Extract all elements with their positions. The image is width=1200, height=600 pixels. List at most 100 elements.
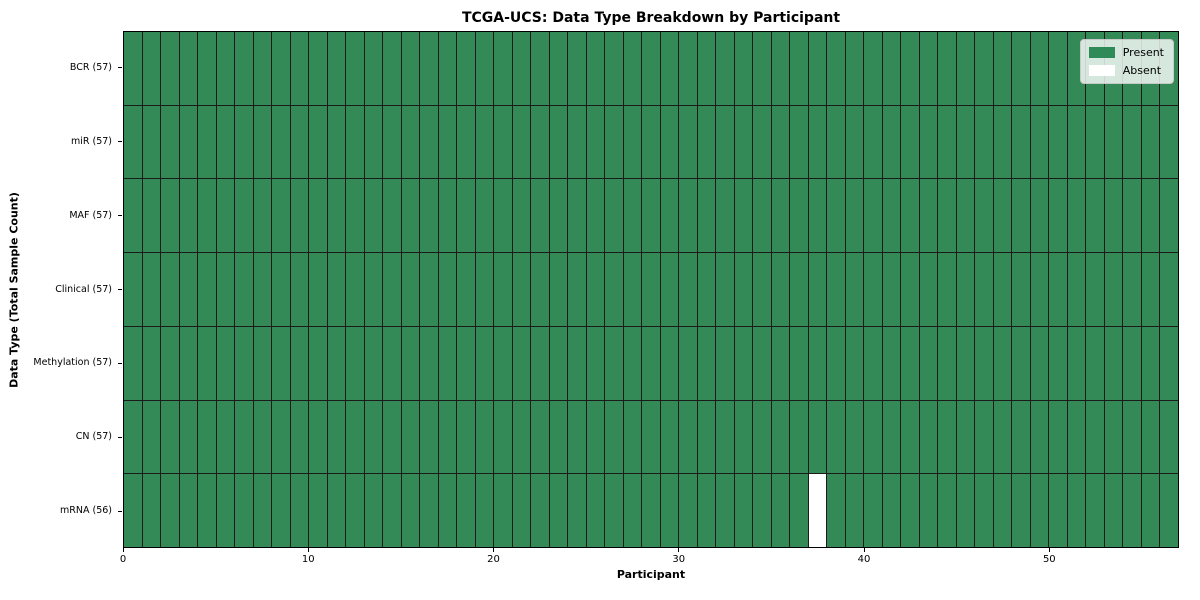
heatmap-cell-MAF-p56-present: [1160, 179, 1178, 253]
heatmap-cell-miR-p47-present: [993, 105, 1012, 179]
heatmap-grid: [124, 32, 1178, 547]
heatmap-cell-BCR-p34-present: [753, 32, 771, 105]
heatmap-cell-mRNA-p45-present: [956, 474, 975, 547]
y-tick-label-Methylation: Methylation (57): [33, 357, 112, 369]
heatmap-cell-miR-p18-present: [457, 105, 475, 179]
heatmap-cell-Clinical-p47-present: [993, 253, 1012, 326]
heatmap-cell-Clinical-p27-present: [623, 253, 642, 326]
heatmap-cell-mRNA-p16-present: [420, 474, 438, 547]
heatmap-cell-BCR-p19-present: [475, 32, 494, 105]
heatmap-cell-BCR-p50-present: [1049, 32, 1067, 105]
heatmap-cell-Methylation-p45-present: [956, 326, 975, 400]
heatmap-cell-MAF-p32-present: [716, 179, 734, 253]
heatmap-cell-BCR-p18-present: [457, 32, 475, 105]
heatmap-cell-miR-p20-present: [494, 105, 512, 179]
heatmap-cell-mRNA-p6-present: [235, 474, 253, 547]
heatmap-cell-CN-p45-present: [956, 400, 975, 474]
heatmap-cell-Methylation-p31-present: [697, 326, 716, 400]
heatmap-cell-BCR-p13-present: [364, 32, 383, 105]
heatmap-cell-MAF-p52-present: [1086, 179, 1104, 253]
heatmap-cell-MAF-p10-present: [309, 179, 327, 253]
heatmap-cell-Methylation-p13-present: [364, 326, 383, 400]
heatmap-cell-BCR-p23-present: [549, 32, 568, 105]
heatmap-cell-Clinical-p51-present: [1067, 253, 1086, 326]
heatmap-cell-mRNA-p3-present: [179, 474, 198, 547]
heatmap-cell-miR-p4-present: [198, 105, 216, 179]
heatmap-cell-miR-p27-present: [623, 105, 642, 179]
heatmap-cell-MAF-p14-present: [383, 179, 401, 253]
heatmap-cell-Methylation-p10-present: [309, 326, 327, 400]
heatmap-cell-CN-p8-present: [272, 400, 290, 474]
heatmap-cell-CN-p43-present: [919, 400, 938, 474]
heatmap-cell-mRNA-p52-present: [1086, 474, 1104, 547]
heatmap-cell-mRNA-p30-present: [679, 474, 697, 547]
heatmap-cell-BCR-p22-present: [531, 32, 549, 105]
heatmap-cell-CN-p44-present: [938, 400, 956, 474]
heatmap-cell-mRNA-p20-present: [494, 474, 512, 547]
heatmap-cell-miR-p32-present: [716, 105, 734, 179]
heatmap-cell-Methylation-p27-present: [623, 326, 642, 400]
y-tick-mark: [118, 67, 122, 69]
heatmap-cell-Methylation-p34-present: [753, 326, 771, 400]
heatmap-cell-MAF-p24-present: [568, 179, 586, 253]
heatmap-cell-mRNA-p42-present: [901, 474, 919, 547]
heatmap-cell-BCR-p44-present: [938, 32, 956, 105]
heatmap-cell-Clinical-p11-present: [327, 253, 346, 326]
heatmap-cell-MAF-p40-present: [864, 179, 882, 253]
heatmap-cell-CN-p31-present: [697, 400, 716, 474]
heatmap-cell-mRNA-p18-present: [457, 474, 475, 547]
heatmap-cell-Clinical-p56-present: [1160, 253, 1178, 326]
x-tick-mark: [863, 548, 865, 552]
heatmap-cell-miR-p35-present: [771, 105, 790, 179]
heatmap-cell-CN-p15-present: [401, 400, 420, 474]
heatmap-cell-Clinical-p35-present: [771, 253, 790, 326]
y-tick-mark: [118, 289, 122, 290]
x-axis-label: Participant: [616, 568, 686, 581]
heatmap-cell-Clinical-p50-present: [1049, 253, 1067, 326]
heatmap-cell-miR-p12-present: [346, 105, 364, 179]
heatmap-cell-CN-p19-present: [475, 400, 494, 474]
heatmap-cell-BCR-p33-present: [734, 32, 753, 105]
heatmap-cell-Clinical-p3-present: [179, 253, 198, 326]
y-tick-label-MAF: MAF (57): [69, 209, 112, 221]
heatmap-cell-CN-p33-present: [734, 400, 753, 474]
heatmap-cell-Methylation-p9-present: [290, 326, 309, 400]
heatmap-cell-Methylation-p25-present: [586, 326, 605, 400]
heatmap-cell-Methylation-p50-present: [1049, 326, 1067, 400]
heatmap-cell-miR-p22-present: [531, 105, 549, 179]
heatmap-cell-Clinical-p38-present: [827, 253, 845, 326]
heatmap-cell-mRNA-p54-present: [1123, 474, 1141, 547]
heatmap-cell-mRNA-p13-present: [364, 474, 383, 547]
heatmap-cell-mRNA-p48-present: [1012, 474, 1030, 547]
heatmap-cell-MAF-p48-present: [1012, 179, 1030, 253]
heatmap-cell-miR-p8-present: [272, 105, 290, 179]
heatmap-cell-BCR-p29-present: [660, 32, 679, 105]
heatmap-cell-CN-p41-present: [882, 400, 901, 474]
heatmap-cell-mRNA-p28-present: [642, 474, 660, 547]
heatmap-cell-BCR-p37-present: [808, 32, 827, 105]
heatmap-cell-Clinical-p18-present: [457, 253, 475, 326]
heatmap-cell-mRNA-p55-present: [1141, 474, 1160, 547]
heatmap-cell-MAF-p28-present: [642, 179, 660, 253]
heatmap-cell-MAF-p15-present: [401, 179, 420, 253]
heatmap-cell-CN-p16-present: [420, 400, 438, 474]
heatmap-cell-miR-p28-present: [642, 105, 660, 179]
heatmap-cell-BCR-p15-present: [401, 32, 420, 105]
heatmap-cell-MAF-p49-present: [1030, 179, 1049, 253]
heatmap-cell-CN-p22-present: [531, 400, 549, 474]
heatmap-cell-BCR-p47-present: [993, 32, 1012, 105]
heatmap-cell-Methylation-p32-present: [716, 326, 734, 400]
heatmap-cell-CN-p0-present: [124, 400, 142, 474]
heatmap-cell-BCR-p31-present: [697, 32, 716, 105]
heatmap-cell-BCR-p46-present: [975, 32, 993, 105]
heatmap-cell-miR-p11-present: [327, 105, 346, 179]
heatmap-cell-CN-p47-present: [993, 400, 1012, 474]
heatmap-cell-miR-p16-present: [420, 105, 438, 179]
heatmap-cell-Methylation-p46-present: [975, 326, 993, 400]
heatmap-cell-Methylation-p11-present: [327, 326, 346, 400]
heatmap-cell-BCR-p27-present: [623, 32, 642, 105]
heatmap-cell-BCR-p14-present: [383, 32, 401, 105]
heatmap-cell-MAF-p25-present: [586, 179, 605, 253]
heatmap-cell-Methylation-p28-present: [642, 326, 660, 400]
